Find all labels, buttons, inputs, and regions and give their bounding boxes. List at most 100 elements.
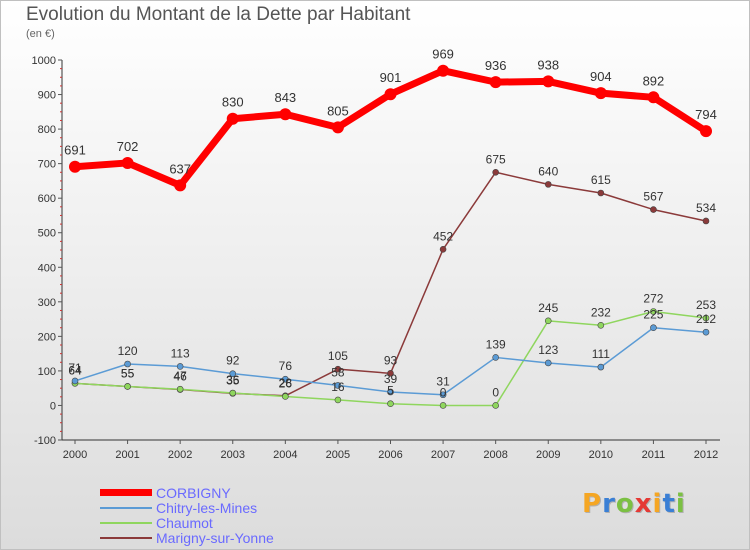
legend-label: Marigny-sur-Yonne	[156, 530, 274, 546]
data-point-chaumot	[176, 385, 184, 393]
legend-item-corbigny: CORBIGNY	[100, 485, 400, 501]
x-tick-label: 2004	[273, 449, 297, 461]
data-point-corbigny	[647, 91, 660, 104]
logo-letter: t	[662, 489, 676, 519]
y-tick-label: 800	[38, 124, 56, 136]
data-point-chitry	[387, 388, 394, 396]
data-point-chitry	[176, 363, 184, 370]
data-label-chitry: 225	[643, 308, 663, 322]
data-point-chitry	[439, 391, 447, 399]
data-point-corbigny	[174, 179, 187, 192]
data-point-corbigny	[279, 108, 292, 121]
data-label-chitry: 123	[538, 343, 558, 357]
data-point-marigny	[387, 370, 394, 377]
legend-swatch	[100, 522, 152, 524]
y-tick-label: 300	[38, 297, 56, 309]
data-label-chitry: 111	[592, 347, 611, 361]
x-tick-label: 2009	[536, 449, 560, 461]
x-tick-label: 2000	[63, 449, 87, 461]
data-point-marigny	[597, 189, 605, 197]
data-point-chaumot	[702, 314, 710, 322]
data-label-marigny: 28	[279, 376, 293, 390]
x-tick-label: 2005	[326, 449, 350, 461]
data-label-chaumot: 16	[331, 380, 345, 394]
data-point-chaumot	[439, 402, 447, 409]
y-tick-label: 500	[38, 228, 56, 240]
legend-swatch	[100, 489, 152, 496]
data-label-marigny: 105	[328, 349, 348, 363]
legend-label: Chaumot	[156, 515, 213, 531]
data-point-chitry	[597, 363, 605, 371]
data-label-marigny: 452	[433, 229, 453, 243]
data-label-chitry: 58	[331, 365, 345, 379]
legend-item-marigny: Marigny-sur-Yonne	[100, 530, 400, 546]
data-point-chitry	[334, 382, 342, 389]
x-tick-label: 2007	[431, 449, 455, 461]
x-tick-label: 2006	[378, 449, 402, 461]
x-tick-label: 2010	[589, 449, 613, 461]
data-label-chaumot: 47	[173, 369, 187, 383]
data-label-marigny: 64	[68, 363, 82, 377]
data-point-marigny	[544, 181, 552, 188]
data-label-chaumot: 5	[387, 384, 394, 398]
y-tick-label: -100	[34, 435, 56, 447]
data-label-corbigny: 904	[590, 69, 612, 84]
data-label-corbigny: 805	[327, 103, 349, 118]
data-label-corbigny: 843	[274, 90, 296, 105]
x-tick-label: 2012	[694, 449, 718, 461]
data-point-corbigny	[542, 75, 555, 88]
data-label-marigny: 567	[643, 190, 663, 204]
data-label-marigny: 615	[591, 173, 611, 187]
data-label-chaumot: 0	[492, 385, 499, 399]
logo-letter: r	[602, 489, 616, 519]
data-label-marigny: 35	[226, 373, 240, 387]
data-point-chitry	[650, 324, 657, 332]
data-label-marigny: 46	[173, 370, 187, 384]
data-point-corbigny	[69, 160, 81, 173]
data-label-chitry: 76	[279, 359, 293, 373]
data-label-corbigny: 892	[643, 73, 665, 88]
data-label-chaumot: 253	[696, 298, 716, 312]
logo-letter: P	[582, 489, 603, 519]
legend-label: Chitry-les-Mines	[156, 500, 258, 516]
data-point-corbigny	[226, 112, 239, 125]
data-point-marigny	[334, 365, 342, 373]
data-label-corbigny: 637	[169, 161, 191, 176]
data-point-marigny	[439, 246, 447, 253]
data-point-chaumot	[544, 317, 552, 325]
data-label-corbigny: 901	[380, 70, 402, 85]
y-tick-label: 700	[38, 159, 56, 171]
proxiti-logo: Proxiti	[582, 489, 686, 519]
x-tick-label: 2003	[221, 449, 245, 461]
y-tick-label: 600	[38, 193, 56, 205]
data-label-corbigny: 969	[432, 47, 454, 62]
data-label-chaumot: 232	[591, 305, 611, 319]
data-label-chitry: 39	[384, 372, 398, 386]
y-tick-label: 100	[38, 366, 56, 378]
legend-item-chitry: Chitry-les-Mines	[100, 500, 400, 516]
data-point-chitry	[492, 354, 499, 361]
logo-letter: i	[675, 489, 686, 519]
legend-label: CORBIGNY	[156, 485, 231, 501]
data-point-marigny	[650, 206, 657, 213]
data-label-chitry: 92	[226, 354, 240, 368]
data-label-chaumot: 26	[279, 376, 293, 390]
legend-item-chaumot: Chaumot	[100, 515, 400, 531]
y-tick-label: 900	[38, 90, 56, 102]
data-label-chitry: 139	[486, 337, 506, 351]
x-tick-label: 2008	[483, 449, 507, 461]
logo-letter: o	[615, 489, 635, 519]
data-point-corbigny	[594, 87, 607, 100]
data-label-chaumot: 36	[226, 373, 240, 387]
y-tick-label: 1000	[32, 55, 56, 67]
data-point-chaumot	[229, 389, 237, 397]
x-tick-label: 2002	[168, 449, 192, 461]
chart-subtitle: (en €)	[26, 28, 55, 40]
data-label-chaumot: 0	[440, 385, 447, 399]
y-tick-label: 400	[38, 262, 56, 274]
data-point-corbigny	[121, 156, 134, 169]
data-label-chaumot: 55	[121, 366, 135, 380]
data-label-chitry: 212	[696, 312, 716, 326]
legend-swatch	[100, 537, 152, 539]
